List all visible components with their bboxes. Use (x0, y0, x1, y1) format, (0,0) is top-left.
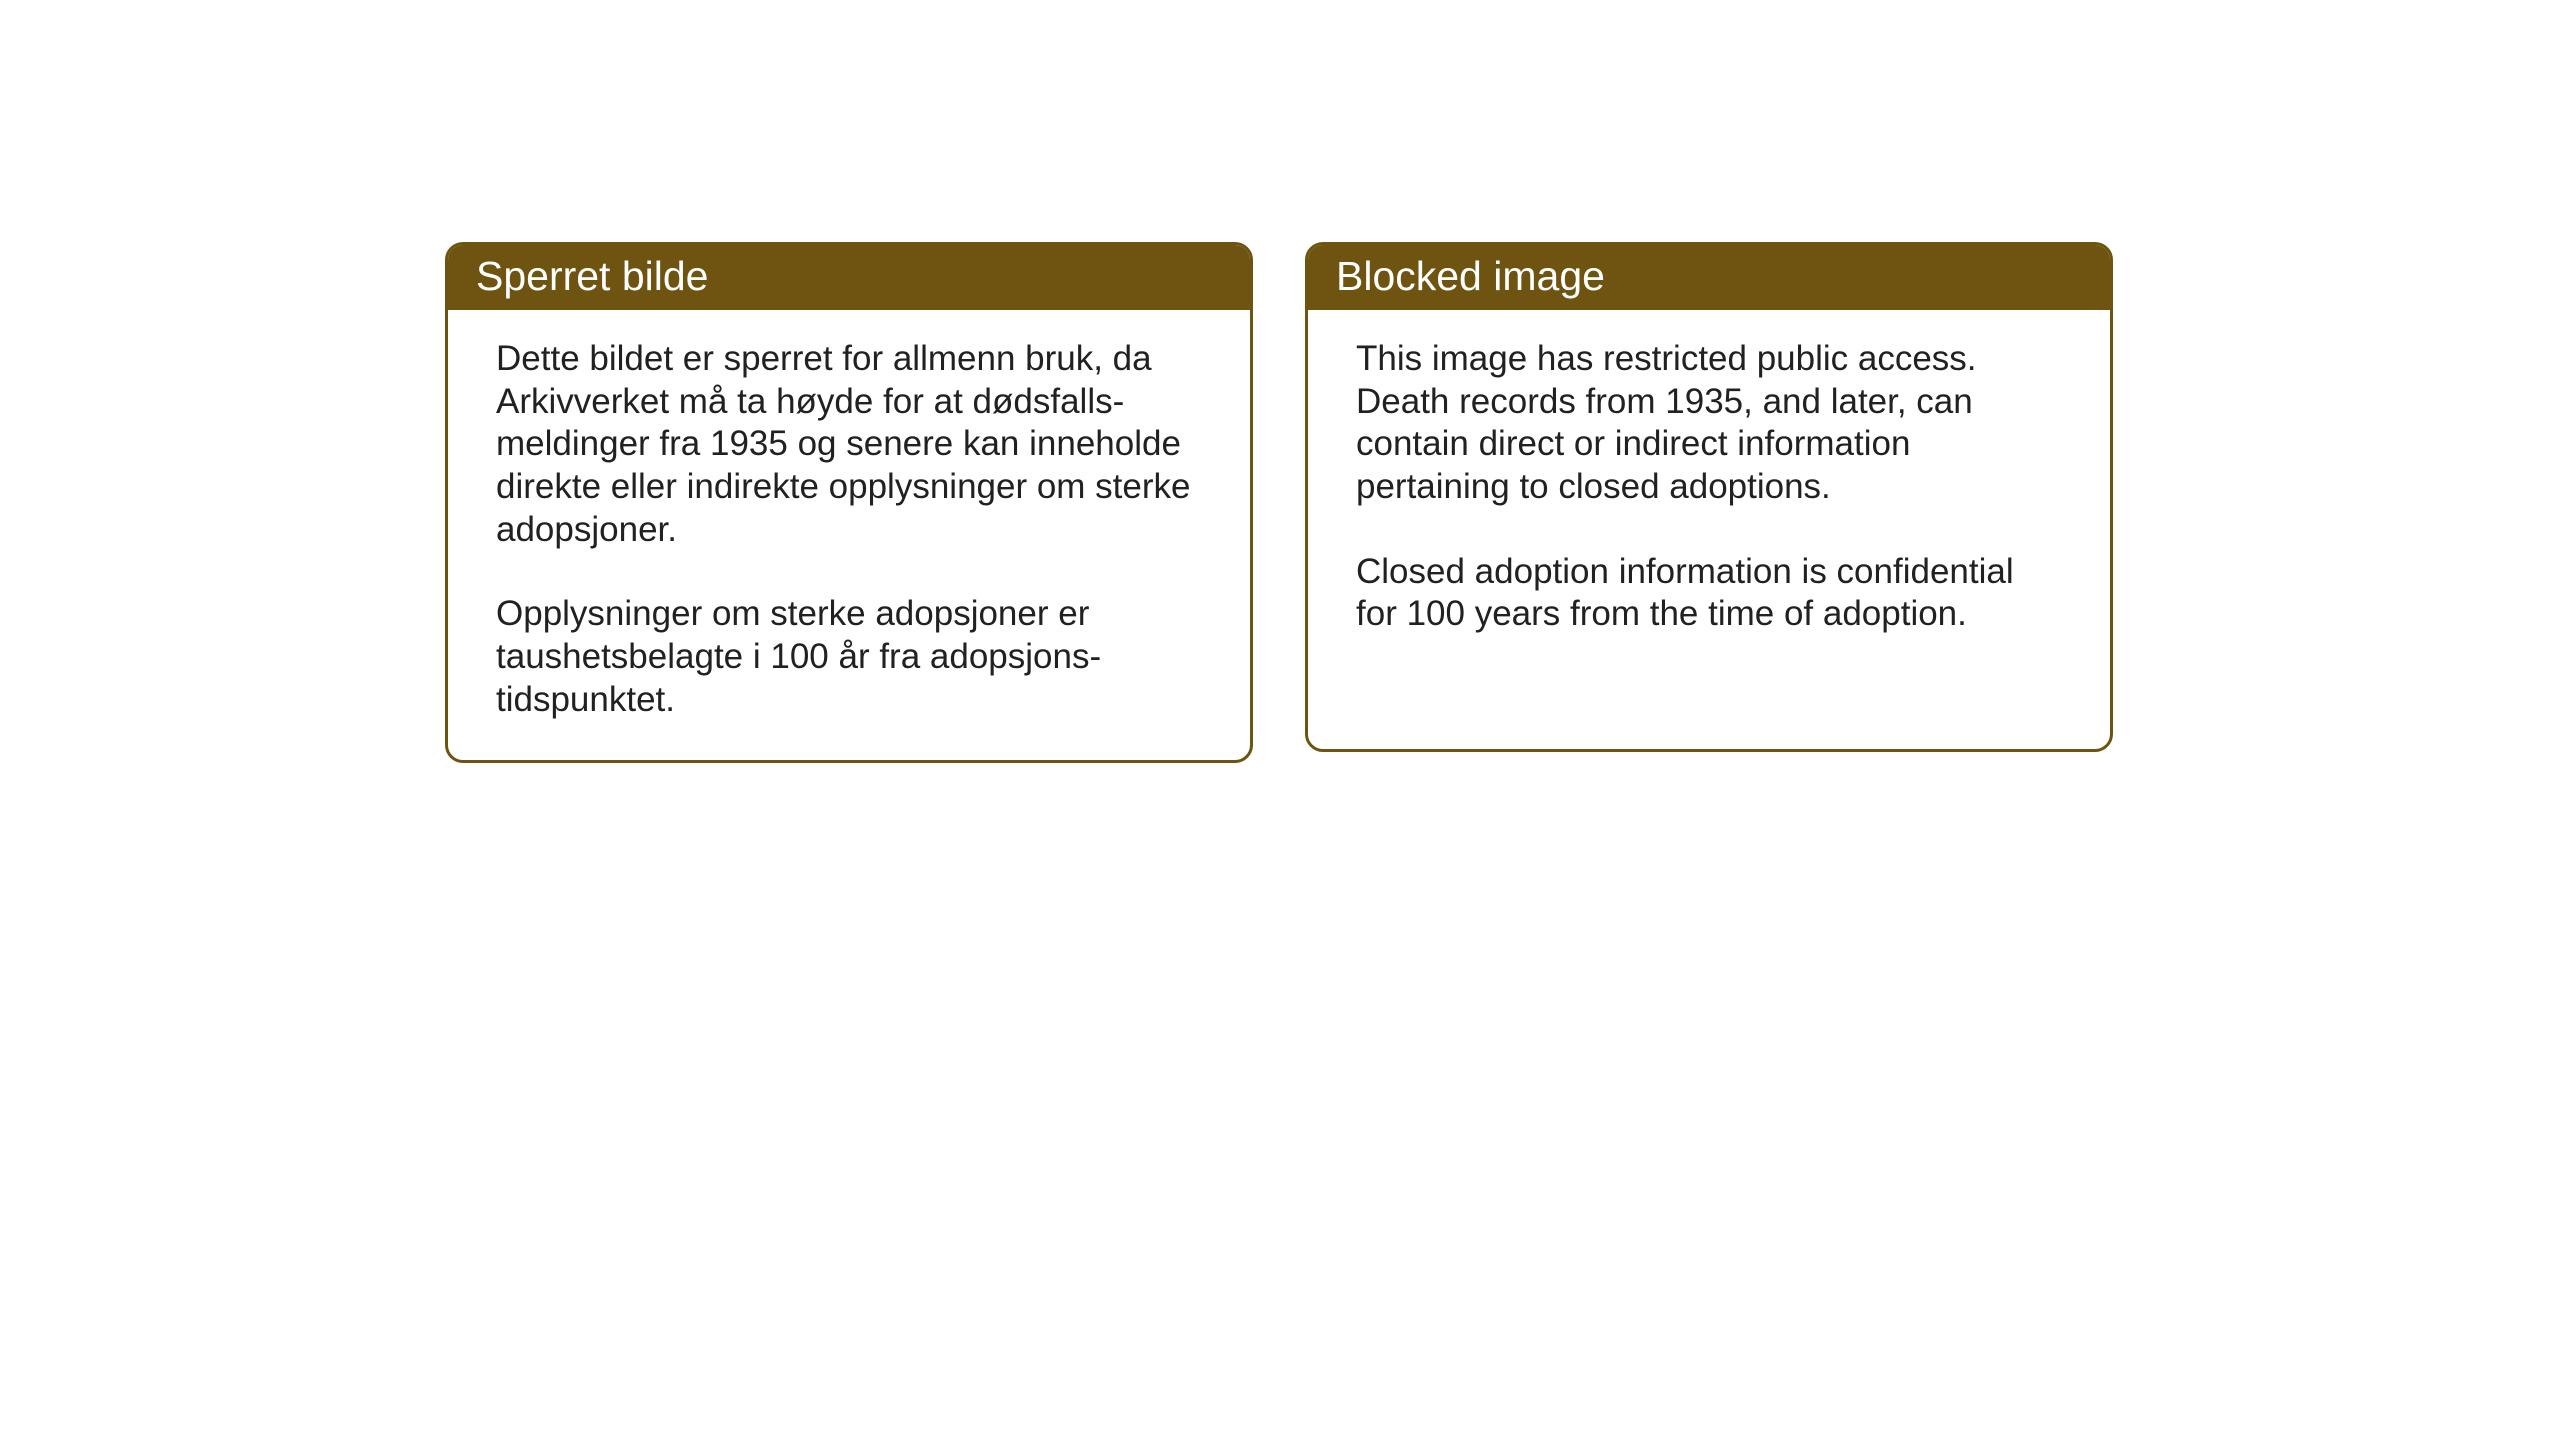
notice-cards-container: Sperret bilde Dette bildet er sperret fo… (445, 242, 2113, 763)
card-header-english: Blocked image (1308, 245, 2110, 310)
card-paragraph: Dette bildet er sperret for allmenn bruk… (496, 338, 1202, 551)
card-paragraph: This image has restricted public access.… (1356, 338, 2062, 509)
card-header-norwegian: Sperret bilde (448, 245, 1250, 310)
card-paragraph: Closed adoption information is confident… (1356, 551, 2062, 636)
notice-card-english: Blocked image This image has restricted … (1305, 242, 2113, 752)
card-body-english: This image has restricted public access.… (1308, 310, 2110, 674)
card-body-norwegian: Dette bildet er sperret for allmenn bruk… (448, 310, 1250, 760)
notice-card-norwegian: Sperret bilde Dette bildet er sperret fo… (445, 242, 1253, 763)
card-paragraph: Opplysninger om sterke adopsjoner er tau… (496, 593, 1202, 721)
